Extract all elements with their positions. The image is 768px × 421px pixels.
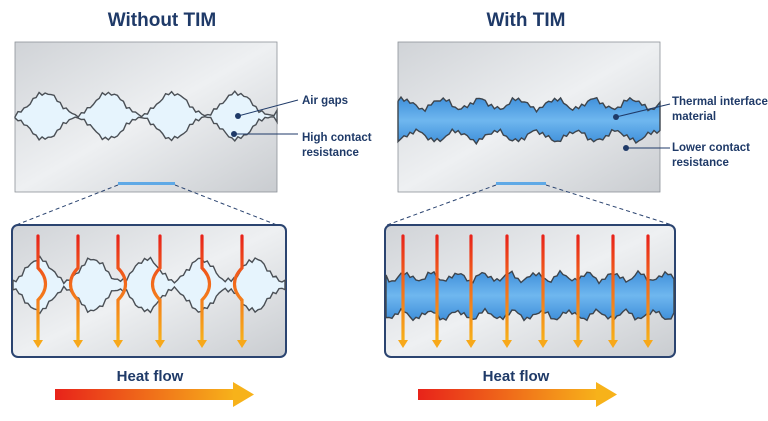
left-zoom-marker (118, 182, 175, 185)
heat-path-arrow-head (432, 340, 442, 348)
left-metal-assembly (14, 41, 278, 193)
heat-path-arrow (232, 234, 244, 344)
heat-path-arrow (200, 234, 212, 344)
tim-layer-region (397, 95, 661, 146)
right-zoom-marker (496, 182, 546, 185)
callout-dot (623, 145, 629, 151)
right-heat-flow-arrow (418, 382, 617, 407)
left-title: Without TIM (108, 10, 217, 31)
air-gaps-label: Air gaps (302, 95, 348, 107)
left-zoom-indicator (15, 184, 278, 226)
right-zoom-indicator (386, 184, 673, 226)
heat-path-arrow-head (643, 340, 653, 348)
heat-path-arrow-head (466, 340, 476, 348)
heat-path-arrow-head (608, 340, 618, 348)
heat-path-arrow-head (113, 340, 123, 348)
heat-path-arrow-head (73, 340, 83, 348)
high-contact-label: High contact (302, 132, 372, 144)
callout-dot (235, 113, 241, 119)
heat-path-arrow-head (502, 340, 512, 348)
right-metal-assembly (397, 41, 661, 193)
high-contact-label-line2: resistance (302, 147, 359, 159)
heat-path-arrow-head (573, 340, 583, 348)
heat-path-arrow (68, 234, 80, 344)
heat-path-arrow-head (237, 340, 247, 348)
left-callouts: Air gaps High contact resistance (231, 95, 372, 159)
left-heat-flow-arrow (55, 382, 254, 407)
right-callouts: Thermal interface material Lower contact… (613, 96, 768, 169)
lower-contact-label: Lower contact (672, 142, 750, 154)
lower-contact-label-line2: resistance (672, 157, 729, 169)
tim-label: Thermal interface (672, 96, 768, 108)
heat-path-arrow-head (398, 340, 408, 348)
right-title: With TIM (487, 10, 566, 31)
callout-dot (613, 114, 619, 120)
heat-path-arrow-head (155, 340, 165, 348)
air-gap-region (14, 90, 278, 142)
heat-path-arrow-head (197, 340, 207, 348)
right-zoom-panel (384, 224, 676, 358)
zoom-air-gap (12, 255, 286, 315)
left-heat-flow-label: Heat flow (117, 368, 184, 385)
right-heat-flow-label: Heat flow (483, 368, 550, 385)
heat-path-arrow-head (538, 340, 548, 348)
left-zoom-panel (11, 224, 287, 358)
heat-path-arrow (116, 234, 128, 344)
heat-path-arrow-head (33, 340, 43, 348)
tim-label-line2: material (672, 111, 716, 123)
heat-path-arrow (150, 234, 162, 344)
left-heat-paths (33, 234, 247, 348)
callout-dot (231, 131, 237, 137)
right-heat-paths (398, 234, 653, 348)
heat-path-arrow (36, 234, 48, 344)
zoom-tim-layer (385, 269, 675, 322)
